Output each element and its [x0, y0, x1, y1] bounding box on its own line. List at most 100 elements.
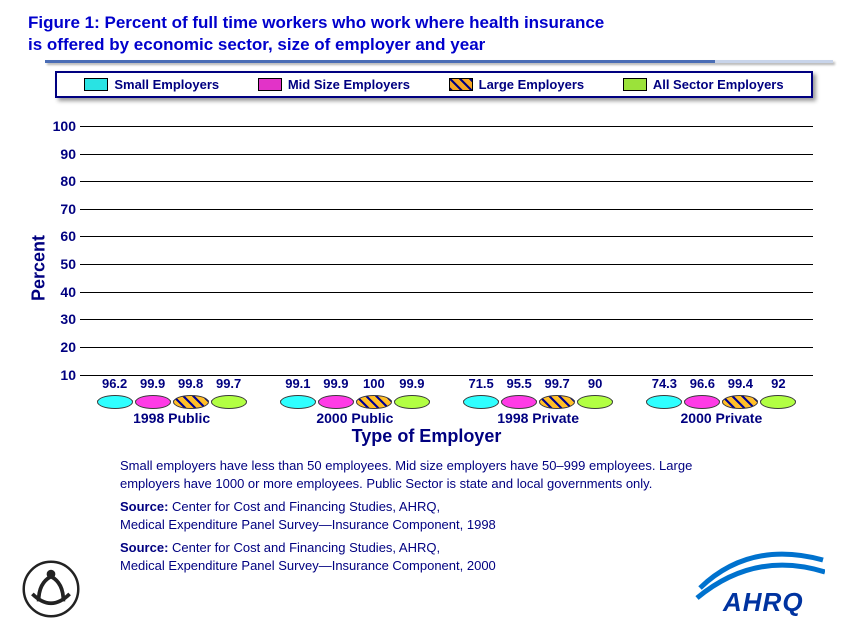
bar-wrap: 99.1: [280, 400, 316, 402]
legend-item: Mid Size Employers: [258, 77, 410, 92]
grid-line: [80, 264, 813, 265]
source-2-line-a: Center for Cost and Financing Studies, A…: [172, 540, 440, 555]
bar: [394, 400, 430, 402]
x-category-label: 1998 Private: [447, 410, 630, 426]
bar: [646, 400, 682, 402]
bar: [318, 400, 354, 402]
x-category-label: 2000 Public: [263, 410, 446, 426]
bar: [97, 400, 133, 402]
bar-value-label: 96.6: [690, 376, 715, 391]
bar-wrap: 99.7: [539, 400, 575, 402]
chart-legend: Small Employers Mid Size Employers Large E…: [55, 71, 813, 98]
bar-wrap: 99.9: [135, 400, 171, 402]
bar-wrap: 99.7: [211, 400, 247, 402]
bar-wrap: 99.9: [318, 400, 354, 402]
source-1-line-b: Medical Expenditure Panel Survey—Insuran…: [120, 517, 496, 532]
y-tick-label: 50: [46, 256, 76, 272]
x-category-label: 2000 Private: [630, 410, 813, 426]
bar-groups: 96.299.999.899.799.199.910099.971.595.59…: [80, 112, 813, 402]
source-2-line-b: Medical Expenditure Panel Survey—Insuran…: [120, 558, 496, 573]
legend-label: All Sector Employers: [653, 77, 784, 92]
bar-value-label: 95.5: [506, 376, 531, 391]
bar: [356, 400, 392, 402]
notes-text: Small employers have less than 50 employ…: [120, 457, 723, 492]
bar-wrap: 90: [577, 400, 613, 402]
legend-swatch: [623, 78, 647, 91]
bar: [463, 400, 499, 402]
bar-wrap: 95.5: [501, 400, 537, 402]
legend-item: All Sector Employers: [623, 77, 784, 92]
grid-line: [80, 126, 813, 127]
bar-value-label: 96.2: [102, 376, 127, 391]
y-tick-label: 30: [46, 311, 76, 327]
source-2: Source: Center for Cost and Financing St…: [120, 539, 723, 574]
title-divider: [45, 60, 833, 63]
legend-label: Mid Size Employers: [288, 77, 410, 92]
bar-value-label: 99.7: [544, 376, 569, 391]
bar-value-label: 90: [588, 376, 602, 391]
bar-wrap: 74.3: [646, 400, 682, 402]
source-1: Source: Center for Cost and Financing St…: [120, 498, 723, 533]
legend-swatch: [258, 78, 282, 91]
legend-item: Large Employers: [449, 77, 585, 92]
legend-label: Small Employers: [114, 77, 219, 92]
grid-line: [80, 319, 813, 320]
y-tick-label: 80: [46, 173, 76, 189]
bar: [135, 400, 171, 402]
legend-item: Small Employers: [84, 77, 219, 92]
y-tick-label: 90: [46, 146, 76, 162]
y-tick-label: 10: [46, 367, 76, 383]
bar-wrap: 71.5: [463, 400, 499, 402]
bar-value-label: 99.7: [216, 376, 241, 391]
y-tick-label: 20: [46, 339, 76, 355]
bar-wrap: 99.4: [722, 400, 758, 402]
x-axis-label: Type of Employer: [0, 426, 853, 447]
bar-value-label: 74.3: [652, 376, 677, 391]
legend-swatch: [84, 78, 108, 91]
grid-line: [80, 292, 813, 293]
grid-line: [80, 375, 813, 376]
bar-wrap: 96.2: [97, 400, 133, 402]
ahrq-logo: AHRQ: [695, 548, 825, 618]
y-tick-label: 100: [46, 118, 76, 134]
bar-value-label: 99.9: [323, 376, 348, 391]
bar: [173, 400, 209, 402]
bar-group: 71.595.599.790: [447, 112, 630, 402]
y-tick-label: 40: [46, 284, 76, 300]
bar: [539, 400, 575, 402]
bar-wrap: 100: [356, 400, 392, 402]
figure-title: Figure 1: Percent of full time workers w…: [0, 0, 853, 60]
bar: [577, 400, 613, 402]
bar-value-label: 92: [771, 376, 785, 391]
bar-value-label: 99.8: [178, 376, 203, 391]
grid-line: [80, 181, 813, 182]
x-categories: 1998 Public2000 Public1998 Private2000 P…: [80, 410, 813, 426]
bar-value-label: 99.1: [285, 376, 310, 391]
bar-group: 99.199.910099.9: [263, 112, 446, 402]
source-2-label: Source:: [120, 540, 168, 555]
grid-line: [80, 347, 813, 348]
bar-value-label: 99.9: [140, 376, 165, 391]
bar-group: 96.299.999.899.7: [80, 112, 263, 402]
bar: [760, 400, 796, 402]
bar-group: 74.396.699.492: [630, 112, 813, 402]
y-tick-label: 70: [46, 201, 76, 217]
bar-value-label: 71.5: [468, 376, 493, 391]
plot-area: 96.299.999.899.799.199.910099.971.595.59…: [80, 112, 813, 402]
legend-swatch: [449, 78, 473, 91]
title-line-2: is offered by economic sector, size of e…: [28, 34, 853, 56]
chart-area: Percent 96.299.999.899.799.199.910099.97…: [80, 112, 813, 424]
source-1-line-a: Center for Cost and Financing Studies, A…: [172, 499, 440, 514]
x-category-label: 1998 Public: [80, 410, 263, 426]
bar: [684, 400, 720, 402]
bar: [211, 400, 247, 402]
hhs-logo-icon: [20, 558, 82, 620]
legend-label: Large Employers: [479, 77, 585, 92]
chart-notes: Small employers have less than 50 employ…: [120, 457, 723, 574]
grid-line: [80, 154, 813, 155]
bar: [501, 400, 537, 402]
bar: [722, 400, 758, 402]
bar-wrap: 99.8: [173, 400, 209, 402]
bar-wrap: 96.6: [684, 400, 720, 402]
bar-value-label: 100: [363, 376, 385, 391]
